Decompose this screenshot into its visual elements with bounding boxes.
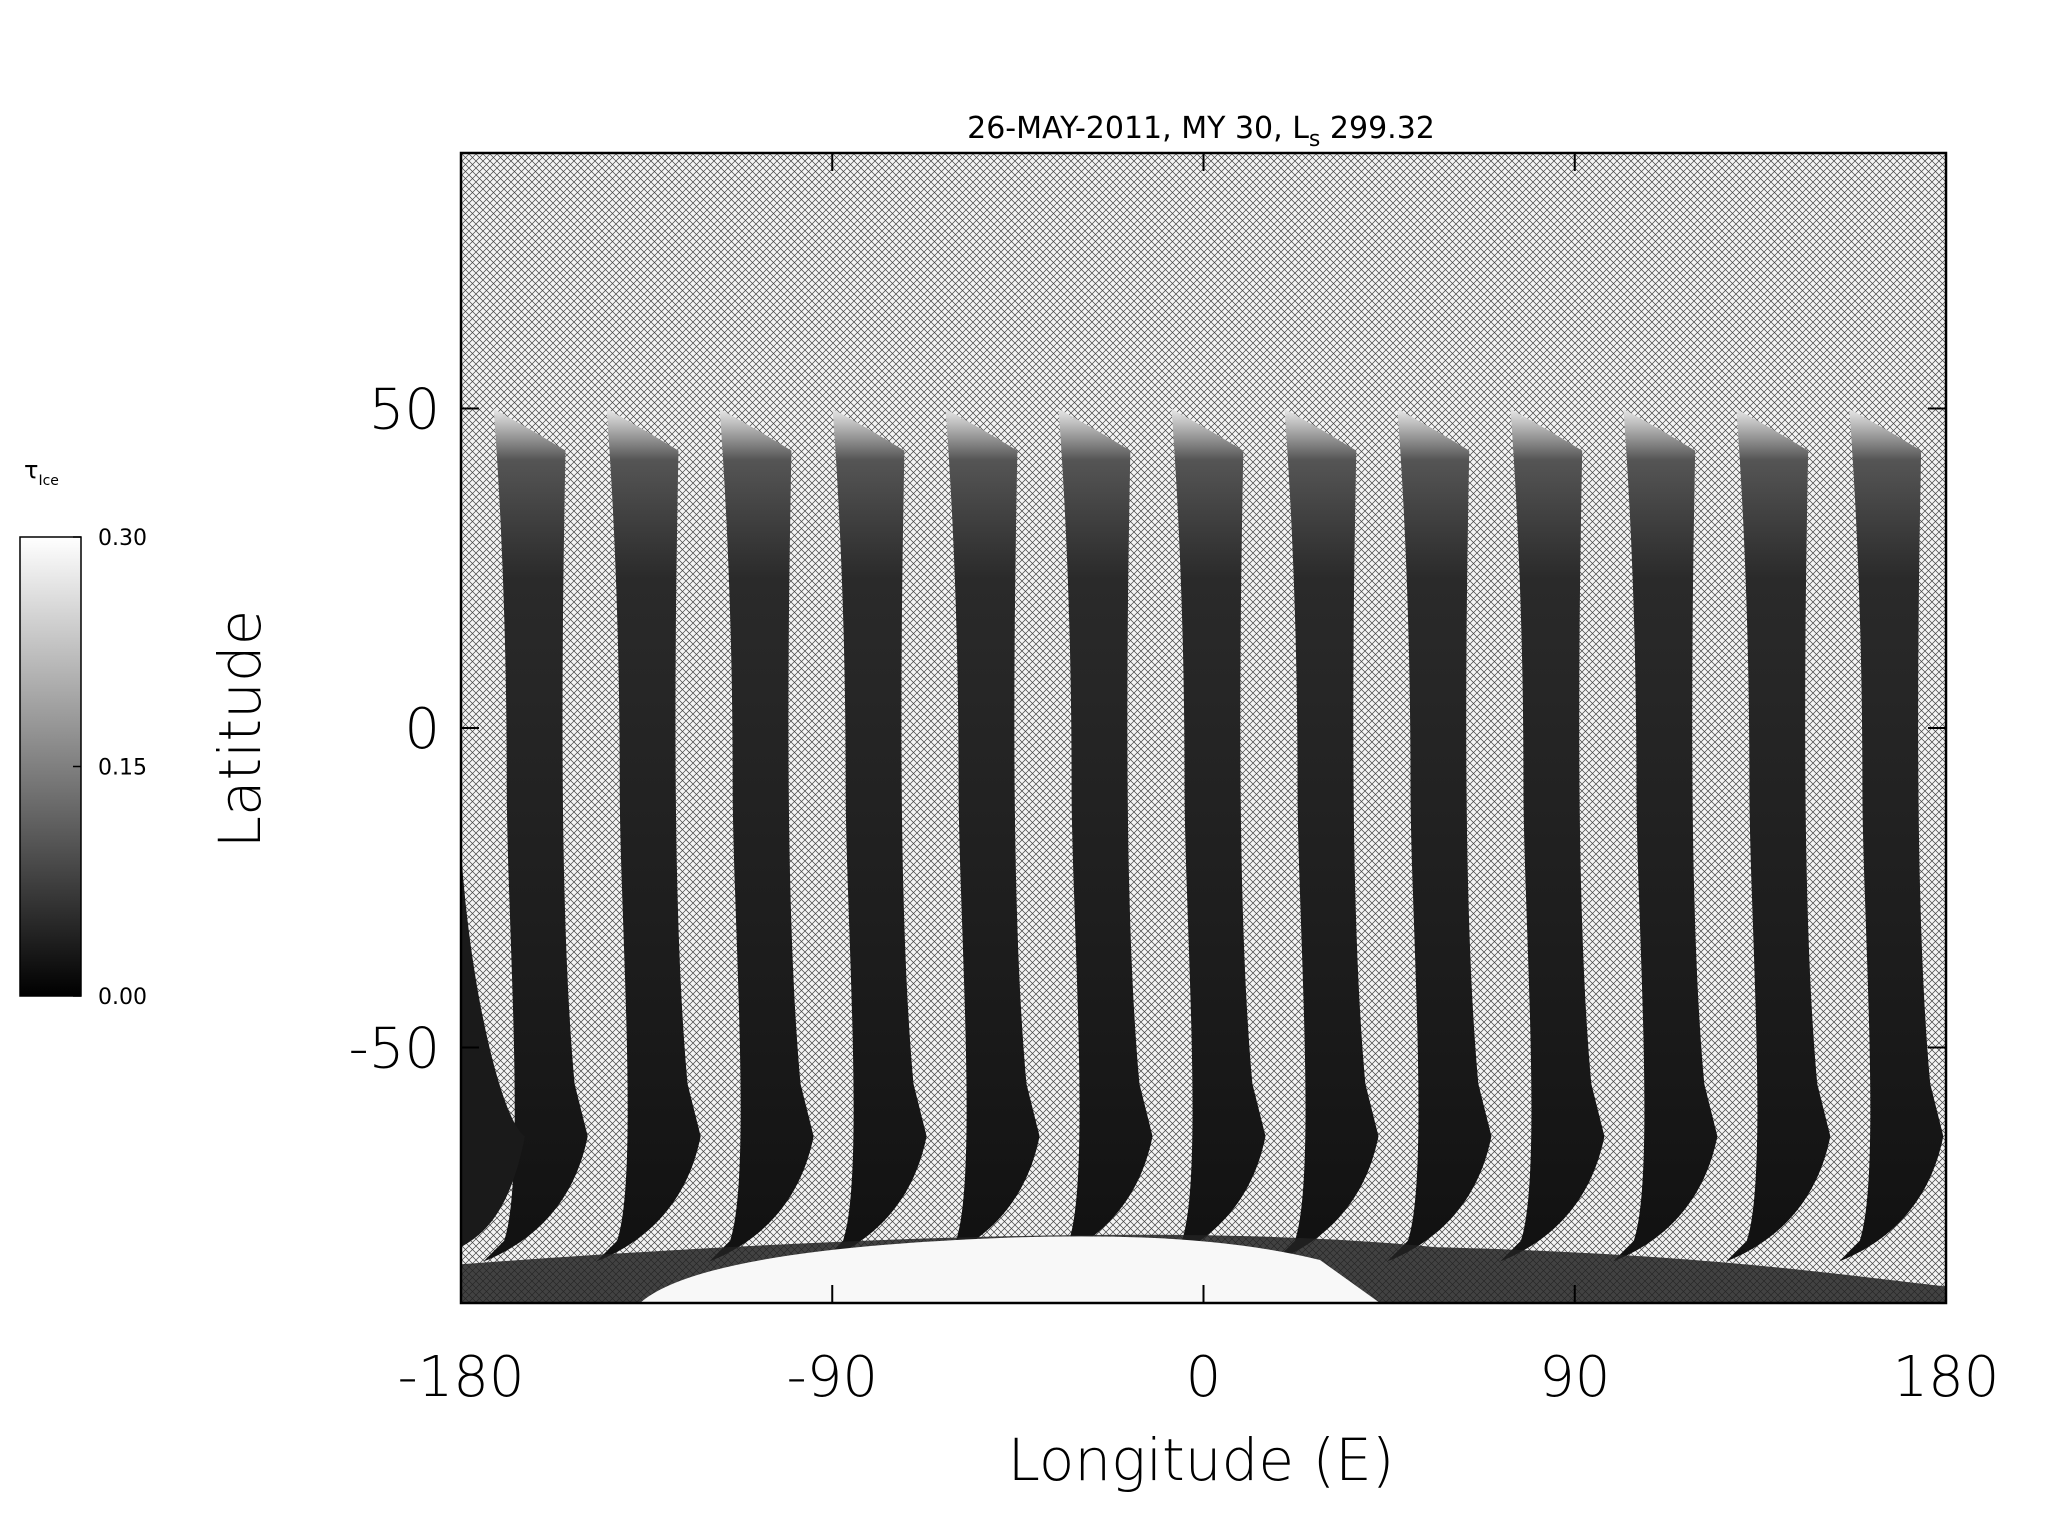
colorbar-tick-label: 0.00	[98, 985, 147, 1010]
colorbar-label: τIce	[24, 456, 59, 489]
swath	[1612, 408, 1718, 1262]
title-text: 26-MAY-2011, MY 30, L	[967, 111, 1309, 146]
colorbar-scale	[19, 536, 82, 997]
swath	[1499, 408, 1605, 1262]
title-subscript: s	[1309, 127, 1320, 152]
y-axis-label: Latitude	[206, 610, 274, 849]
plot-area	[459, 151, 1948, 1305]
x-tick-label: 90	[1539, 1345, 1610, 1410]
title-text: 299.32	[1320, 111, 1435, 146]
swath	[461, 848, 526, 1248]
colorbar-label-subscript: Ice	[38, 473, 58, 489]
swath	[935, 408, 1040, 1262]
swath	[1274, 408, 1379, 1262]
x-axis-label: Longitude (E)	[1008, 1426, 1395, 1494]
swath	[1048, 408, 1153, 1262]
swath	[483, 408, 588, 1262]
swath	[1725, 408, 1831, 1262]
colorbar: 0.30 0.15 0.00	[19, 526, 147, 1010]
colorbar-label-symbol: τ	[24, 456, 38, 484]
swath	[1386, 408, 1492, 1262]
x-tick-label: 0	[1186, 1345, 1222, 1410]
chart-title: 26-MAY-2011, MY 30, Ls 299.32	[967, 111, 1435, 152]
colorbar-tick-label: 0.15	[98, 756, 147, 781]
swath	[1838, 408, 1944, 1262]
swath	[822, 408, 927, 1262]
y-tick-label: 50	[369, 378, 440, 443]
x-tick-label: -90	[787, 1345, 878, 1410]
y-tick-label: -50	[349, 1016, 440, 1081]
polar-region	[640, 1236, 1380, 1303]
colorbar-tick-label: 0.30	[98, 526, 147, 551]
swath	[596, 408, 701, 1262]
swath	[709, 408, 814, 1262]
x-tick-label: -180	[397, 1345, 524, 1410]
y-tick-label: 0	[404, 697, 440, 762]
swath	[1161, 408, 1266, 1262]
x-tick-label: 180	[1893, 1345, 2000, 1410]
